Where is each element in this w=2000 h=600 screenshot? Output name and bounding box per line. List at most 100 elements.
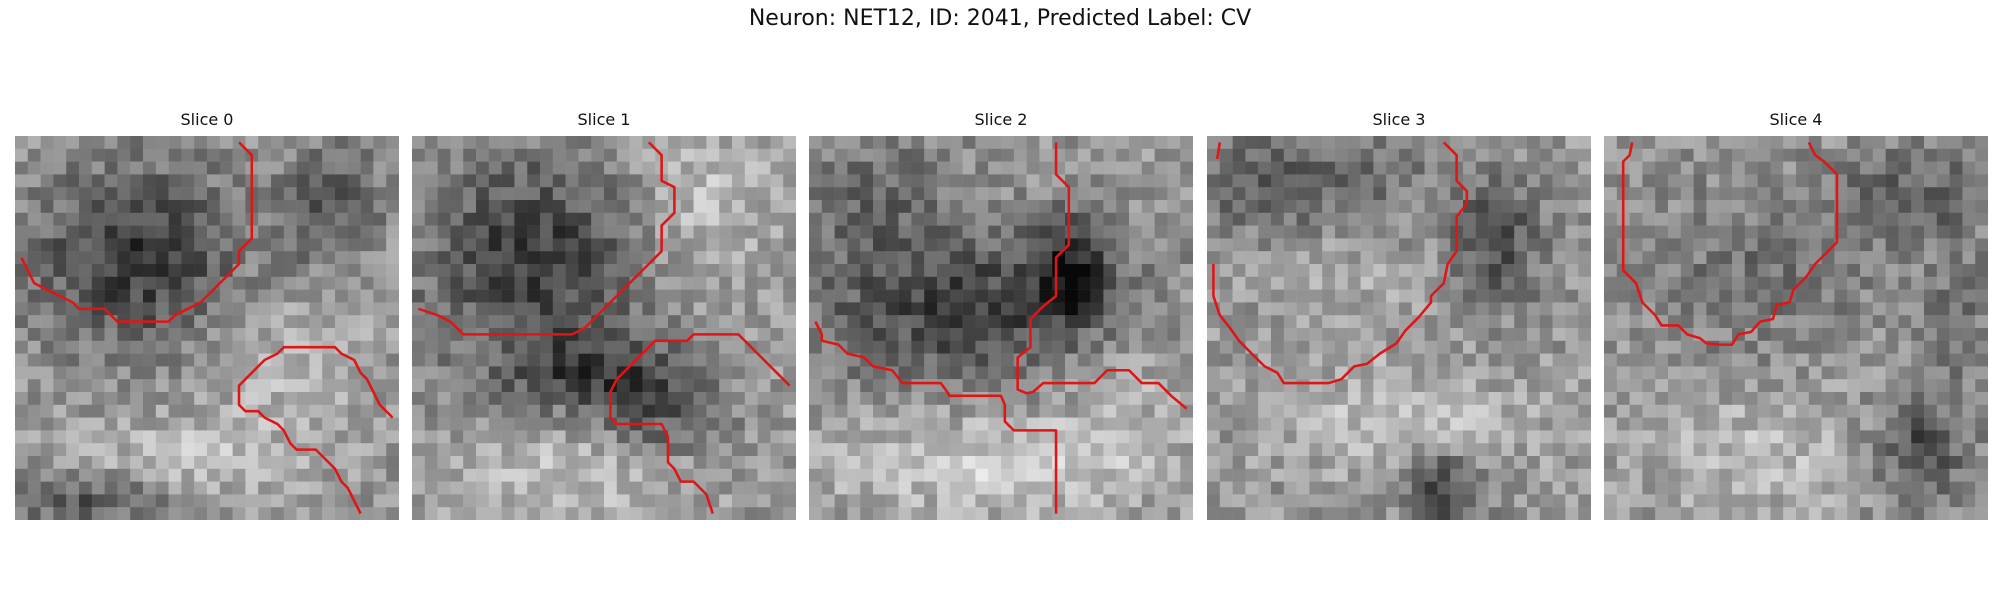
- pixel: [1539, 225, 1553, 239]
- pixel: [1565, 264, 1579, 278]
- pixel: [1604, 392, 1618, 406]
- pixel: [1129, 404, 1143, 418]
- pixel: [1013, 238, 1027, 252]
- pixel: [565, 456, 579, 470]
- pixel: [245, 417, 259, 431]
- pixel: [1129, 417, 1143, 431]
- pixel: [53, 276, 67, 290]
- pixel: [680, 366, 694, 380]
- pixel: [1475, 225, 1489, 239]
- pixel: [962, 481, 976, 495]
- pixel: [1258, 289, 1272, 303]
- pixel: [207, 200, 221, 214]
- pixel: [360, 379, 374, 393]
- pixel: [1052, 494, 1066, 508]
- pixel: [1296, 328, 1310, 342]
- pixel: [1796, 302, 1810, 316]
- pixel: [1026, 404, 1040, 418]
- pixel: [1180, 136, 1193, 150]
- pixel: [1399, 456, 1413, 470]
- pixel: [847, 200, 861, 214]
- pixel: [373, 328, 387, 342]
- pixel: [1860, 148, 1874, 162]
- pixel: [642, 238, 656, 252]
- pixel: [1552, 340, 1566, 354]
- pixel: [732, 174, 746, 188]
- pixel: [1949, 353, 1963, 367]
- pixel: [1514, 276, 1528, 290]
- pixel: [1719, 238, 1733, 252]
- pixel: [834, 276, 848, 290]
- pixel: [591, 187, 605, 201]
- pixel: [1962, 353, 1976, 367]
- pixel: [322, 430, 336, 444]
- pixel: [501, 404, 515, 418]
- pixel: [1565, 430, 1579, 444]
- pixel: [207, 315, 221, 329]
- pixel: [79, 353, 93, 367]
- pixel: [591, 507, 605, 520]
- pixel: [1245, 174, 1259, 188]
- pixel: [463, 507, 477, 520]
- pixel: [924, 494, 938, 508]
- pixel: [130, 443, 144, 457]
- pixel: [91, 264, 105, 278]
- pixel: [1847, 251, 1861, 265]
- pixel: [565, 392, 579, 406]
- pixel: [1744, 276, 1758, 290]
- pixel: [1245, 340, 1259, 354]
- pixel: [1962, 392, 1976, 406]
- pixel: [1552, 264, 1566, 278]
- pixel: [181, 276, 195, 290]
- pixel: [424, 136, 438, 150]
- pixel: [168, 507, 182, 520]
- pixel: [335, 481, 349, 495]
- pixel: [1258, 264, 1272, 278]
- pixel: [1463, 443, 1477, 457]
- pixel: [1335, 417, 1349, 431]
- slice-image-1: [412, 136, 796, 520]
- pixel: [15, 174, 29, 188]
- pixel: [1539, 161, 1553, 175]
- pixel: [809, 174, 823, 188]
- pixel: [1475, 379, 1489, 393]
- pixel: [744, 302, 758, 316]
- pixel: [604, 187, 618, 201]
- pixel: [1103, 289, 1117, 303]
- pixel: [1808, 302, 1822, 316]
- pixel: [1180, 392, 1193, 406]
- pixel: [1821, 494, 1835, 508]
- pixel: [296, 200, 310, 214]
- pixel: [168, 417, 182, 431]
- pixel: [821, 136, 835, 150]
- pixel: [1090, 187, 1104, 201]
- pixel: [1744, 507, 1758, 520]
- pixel: [1077, 161, 1091, 175]
- pixel: [1180, 353, 1193, 367]
- pixel: [1207, 238, 1221, 252]
- pixel: [1642, 353, 1656, 367]
- pixel: [1271, 212, 1285, 226]
- pixel: [949, 289, 963, 303]
- pixel: [1655, 366, 1669, 380]
- pixel: [309, 187, 323, 201]
- pixel: [1668, 443, 1682, 457]
- pixel: [1360, 174, 1374, 188]
- pixel: [373, 289, 387, 303]
- pixel: [937, 417, 951, 431]
- pixel: [911, 276, 925, 290]
- pixel: [1936, 417, 1950, 431]
- pixel: [604, 481, 618, 495]
- pixel: [809, 161, 823, 175]
- pixel: [309, 494, 323, 508]
- pixel: [476, 379, 490, 393]
- pixel: [1821, 443, 1835, 457]
- pixel: [1578, 302, 1591, 316]
- pixel: [885, 328, 899, 342]
- pixel: [847, 161, 861, 175]
- pixel: [1501, 289, 1515, 303]
- pixel: [437, 212, 451, 226]
- pixel: [1245, 468, 1259, 482]
- pixel: [744, 289, 758, 303]
- pixel: [1026, 443, 1040, 457]
